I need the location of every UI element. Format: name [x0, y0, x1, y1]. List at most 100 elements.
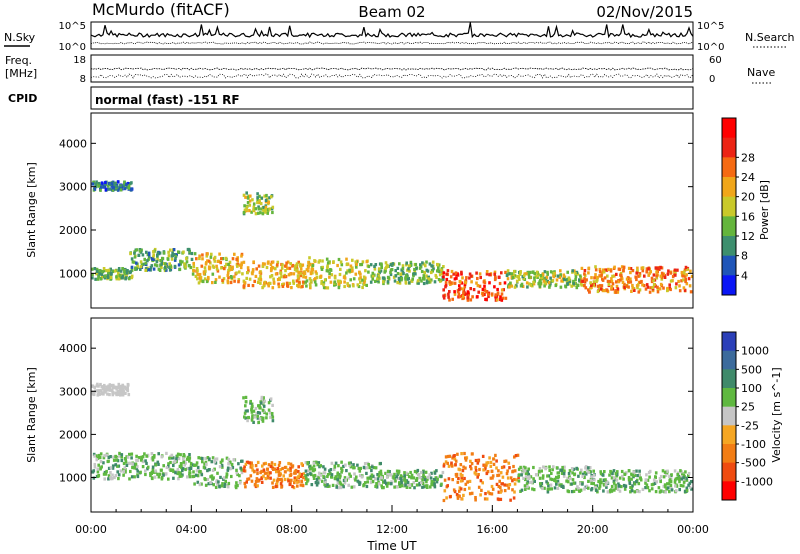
- range-cell: [490, 292, 494, 296]
- range-cell: [531, 270, 534, 274]
- range-cell: [436, 477, 439, 481]
- range-cell: [269, 471, 272, 475]
- range-cell: [615, 284, 619, 288]
- range-cell: [615, 478, 619, 482]
- range-cell: [188, 466, 191, 471]
- range-cell: [413, 469, 417, 474]
- range-cell: [537, 282, 540, 286]
- range-cell: [125, 273, 128, 278]
- range-cell: [605, 485, 608, 489]
- range-cell: [305, 284, 308, 288]
- power-cells: [91, 180, 694, 302]
- range-cell: [213, 460, 216, 464]
- range-cell: [194, 473, 198, 477]
- range-cell: [182, 453, 186, 457]
- range-cell: [680, 477, 683, 481]
- range-cell: [130, 456, 133, 460]
- range-cell: [122, 184, 125, 188]
- range-cell: [211, 456, 215, 460]
- range-cell: [587, 470, 590, 474]
- range-cell: [384, 471, 387, 475]
- range-cell: [266, 208, 270, 212]
- range-cell: [406, 480, 410, 484]
- range-cell: [109, 275, 113, 279]
- range-cell: [484, 465, 487, 469]
- range-cell: [151, 476, 154, 481]
- range-cell: [503, 483, 506, 487]
- range-cell: [488, 492, 492, 496]
- range-cell: [541, 275, 544, 279]
- range-cell: [532, 488, 536, 492]
- colorbar-segment: [722, 350, 736, 370]
- range-cell: [317, 476, 320, 480]
- range-cell: [416, 473, 420, 477]
- range-cell: [227, 481, 231, 486]
- range-cell: [677, 279, 680, 284]
- range-cell: [128, 270, 132, 275]
- range-cell: [442, 296, 446, 300]
- range-cell: [134, 462, 138, 466]
- range-cell: [477, 485, 481, 489]
- range-cell: [196, 474, 200, 478]
- range-cell: [652, 278, 655, 283]
- range-cell: [567, 472, 571, 476]
- range-cell: [333, 280, 337, 284]
- range-cell: [206, 259, 209, 263]
- range-cell: [289, 473, 292, 477]
- range-cell: [156, 251, 160, 255]
- range-cell: [266, 211, 269, 215]
- cpid-text: normal (fast) -151 RF: [95, 93, 240, 107]
- range-cell: [646, 486, 650, 490]
- range-cell: [97, 184, 100, 188]
- range-cell: [292, 486, 296, 490]
- range-cell: [152, 255, 155, 259]
- range-cell: [282, 474, 285, 478]
- range-cell: [144, 261, 148, 265]
- range-cell: [405, 471, 408, 475]
- range-cell: [328, 469, 331, 473]
- range-cell: [375, 485, 379, 489]
- range-cell: [220, 463, 224, 467]
- range-cell: [328, 271, 331, 276]
- range-cell: [334, 461, 338, 465]
- range-cell: [304, 474, 307, 478]
- range-cell: [247, 269, 250, 273]
- range-cell: [590, 479, 593, 483]
- range-cell: [141, 465, 145, 469]
- range-cell: [263, 399, 267, 403]
- range-cell: [300, 483, 304, 487]
- range-cell: [679, 469, 682, 473]
- range-cell: [353, 472, 356, 476]
- range-cell: [114, 454, 117, 459]
- range-cell: [461, 276, 464, 280]
- range-cell: [188, 453, 191, 457]
- range-cell: [548, 468, 551, 472]
- colorbar-segment: [722, 406, 736, 426]
- range-cell: [587, 266, 591, 270]
- range-cell: [251, 415, 254, 419]
- range-cell: [558, 275, 562, 279]
- colorbar-frame: [721, 117, 737, 296]
- range-cell: [630, 477, 633, 481]
- range-cell: [267, 472, 271, 476]
- range-cell: [322, 281, 326, 285]
- range-cell: [648, 475, 651, 479]
- range-cell: [412, 272, 416, 276]
- range-cell: [271, 485, 275, 489]
- range-cell: [500, 288, 504, 292]
- range-cell: [568, 279, 571, 283]
- range-cell: [580, 266, 584, 270]
- range-cell: [445, 272, 448, 276]
- range-cell: [354, 272, 358, 276]
- range-cell: [599, 478, 602, 482]
- range-cell: [570, 284, 573, 288]
- range-cell: [444, 281, 448, 285]
- range-cell: [648, 489, 651, 493]
- range-cell: [108, 270, 112, 274]
- range-cell: [476, 459, 480, 463]
- range-cell: [248, 199, 252, 203]
- range-cell: [535, 270, 539, 274]
- range-cell: [593, 478, 596, 482]
- range-cell: [114, 269, 117, 273]
